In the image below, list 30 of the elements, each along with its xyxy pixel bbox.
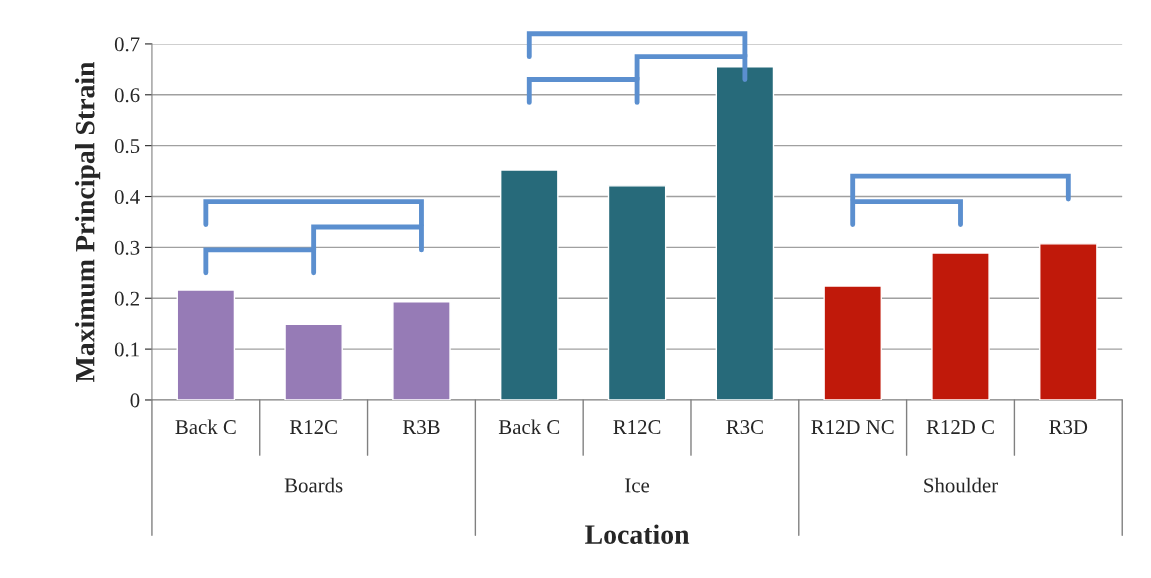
x-axis-title: Location [585,524,690,544]
x-tick-label: R12C [613,420,661,435]
bar [823,285,882,400]
bar [176,289,236,400]
bar [500,169,559,400]
x-tick-label: Back C [175,419,236,435]
y-tick-label: 0 [130,393,140,408]
text: Shoulder [924,477,998,493]
x-tick-label: R3B [402,420,440,435]
text: Boards [284,477,343,493]
x-tick-label: R12D NC [811,420,894,435]
y-tick-label: 0.2 [114,291,139,306]
y-axis-title: Maximum Principal Strain [75,61,101,382]
bar [931,252,990,400]
x-tick-label: R12C [289,420,337,435]
bar [1039,243,1098,400]
y-tick-label: 0.4 [114,189,140,205]
x-tick-label: R3C [726,420,763,435]
y-tick-label: 0.7 [114,37,140,52]
bar [284,323,343,400]
y-tick-label: 0.5 [114,139,140,154]
x-tick-label: Back C [498,419,560,435]
bar [392,301,451,400]
x-tick-label: R3D [1049,420,1088,435]
x-tick-label: R12D C [926,420,994,435]
text: Ice [625,478,650,493]
y-tick-label: 0.6 [114,88,140,103]
bar [607,185,667,400]
y-tick-label: 0.3 [114,240,140,255]
y-tick-label: 0.1 [114,342,139,357]
